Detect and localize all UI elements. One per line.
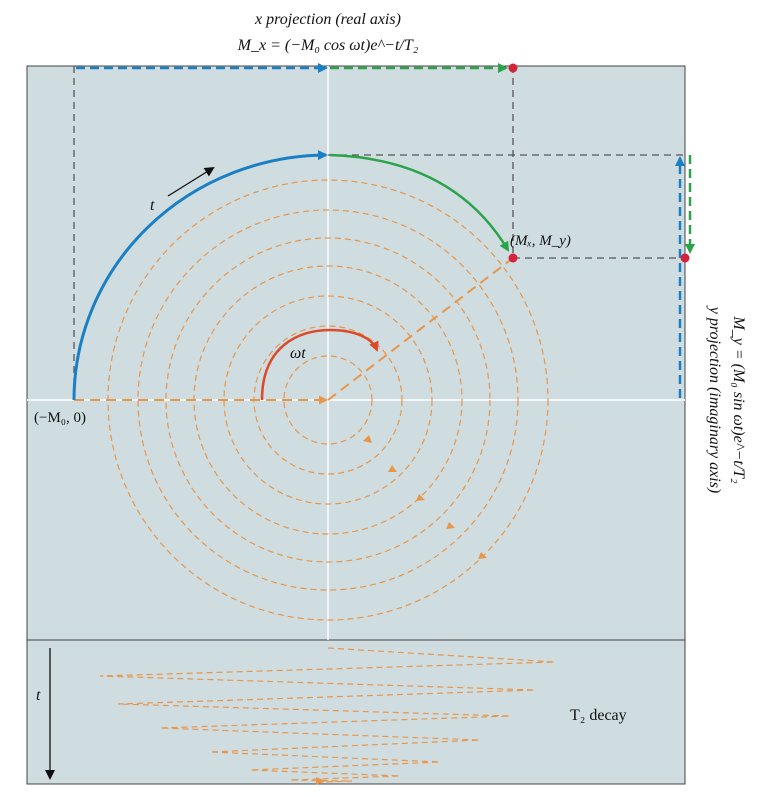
current-point-label: (Mₓ, M_y) (510, 233, 571, 249)
side-title: y projection (imaginary axis) (706, 305, 723, 493)
time-arc-label: t (150, 197, 155, 214)
t2-decay-waveform (99, 647, 556, 783)
header-title: x projection (real axis) (254, 11, 401, 28)
decay-label: T₂ decay (570, 707, 627, 724)
waveform-end-arrow (316, 777, 326, 785)
time-direction-arrow (167, 166, 215, 197)
side-equation: M_y = (M₀ sin ωt)e^−t/T₂ (730, 315, 747, 484)
decay-panel (26, 639, 686, 785)
projection-guides (73, 66, 685, 398)
precession-arc-blue (72, 150, 328, 401)
magnetization-vector (327, 257, 514, 401)
current-point-marker (508, 253, 518, 263)
angle-label: ωt (290, 345, 306, 362)
precession-arc-green (329, 153, 510, 252)
spiral-direction-arrows (363, 435, 487, 559)
main-panel (26, 65, 686, 641)
start-point-label: (−M₀, 0) (34, 410, 86, 426)
header-equation: M_x = (−M₀ cos ωt)e^−t/T₂ (237, 37, 419, 54)
x-projection-marker (508, 63, 518, 73)
y-projection-marker (680, 253, 690, 263)
time-axis-label: t (36, 687, 41, 704)
angle-arc (260, 328, 379, 401)
